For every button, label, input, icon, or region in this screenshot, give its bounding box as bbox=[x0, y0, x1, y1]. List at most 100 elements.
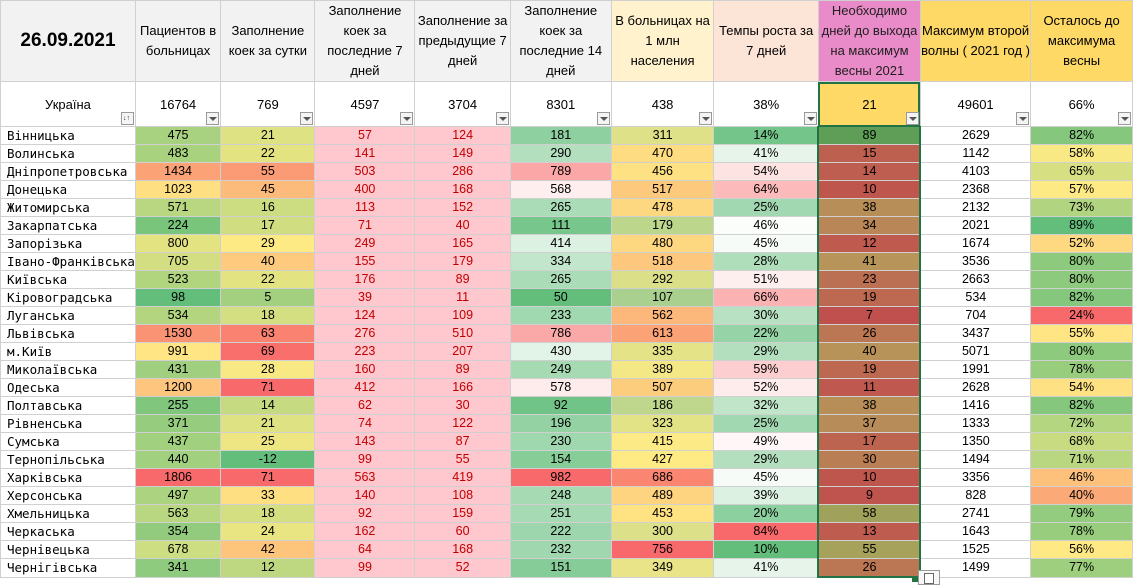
region-name-cell[interactable]: Хмельницька bbox=[0, 504, 136, 523]
data-cell-col8[interactable]: 26 bbox=[817, 558, 922, 578]
data-cell-col8[interactable]: 30 bbox=[817, 450, 922, 469]
data-cell-col5[interactable]: 50 bbox=[509, 288, 612, 307]
data-cell-col9[interactable]: 1416 bbox=[919, 396, 1032, 415]
data-cell-col8[interactable]: 41 bbox=[817, 252, 922, 271]
total-cell-10[interactable]: 66% bbox=[1030, 81, 1133, 127]
data-cell-col10[interactable]: 79% bbox=[1030, 504, 1133, 523]
region-name-cell[interactable]: Чернігівська bbox=[0, 558, 136, 578]
filter-dropdown-icon[interactable] bbox=[206, 112, 220, 125]
data-cell-col4[interactable]: 165 bbox=[414, 234, 511, 253]
data-cell-col7[interactable]: 39% bbox=[713, 486, 819, 505]
data-cell-col7[interactable]: 64% bbox=[713, 180, 819, 199]
data-cell-col6[interactable]: 489 bbox=[610, 486, 715, 505]
data-cell-col1[interactable]: 431 bbox=[134, 360, 222, 379]
region-name-cell[interactable]: Івано-Франківська bbox=[0, 252, 136, 271]
data-cell-col5[interactable]: 251 bbox=[509, 504, 612, 523]
data-cell-col2[interactable]: 14 bbox=[220, 396, 316, 415]
region-name-cell[interactable]: Рівненська bbox=[0, 414, 136, 433]
column-header-5[interactable]: Заполнение коек за последние 14 дней bbox=[509, 0, 612, 82]
data-cell-col10[interactable]: 80% bbox=[1030, 342, 1133, 361]
data-cell-col5[interactable]: 196 bbox=[509, 414, 612, 433]
data-cell-col8[interactable]: 40 bbox=[817, 342, 922, 361]
data-cell-col6[interactable]: 349 bbox=[610, 558, 715, 578]
data-cell-col10[interactable]: 56% bbox=[1030, 540, 1133, 559]
column-header-9[interactable]: Максимум второй волны ( 2021 год ) bbox=[919, 0, 1032, 82]
data-cell-col6[interactable]: 478 bbox=[610, 198, 715, 217]
data-cell-col6[interactable]: 179 bbox=[610, 216, 715, 235]
data-cell-col1[interactable]: 571 bbox=[134, 198, 222, 217]
column-header-7[interactable]: Темпы роста за 7 дней bbox=[713, 0, 819, 82]
data-cell-col1[interactable]: 483 bbox=[134, 144, 222, 163]
data-cell-col4[interactable]: 40 bbox=[414, 216, 511, 235]
data-cell-col7[interactable]: 41% bbox=[713, 144, 819, 163]
data-cell-col5[interactable]: 181 bbox=[509, 126, 612, 145]
data-cell-col8[interactable]: 37 bbox=[817, 414, 922, 433]
region-name-cell[interactable]: Житомирська bbox=[0, 198, 136, 217]
column-header-3[interactable]: Заполнение коек за последние 7 дней bbox=[314, 0, 416, 82]
data-cell-col7[interactable]: 59% bbox=[713, 360, 819, 379]
data-cell-col4[interactable]: 168 bbox=[414, 540, 511, 559]
date-cell[interactable]: 26.09.2021 bbox=[0, 0, 136, 82]
data-cell-col9[interactable]: 1525 bbox=[919, 540, 1032, 559]
data-cell-col4[interactable]: 89 bbox=[414, 360, 511, 379]
data-cell-col3[interactable]: 162 bbox=[314, 522, 416, 541]
data-cell-col4[interactable]: 152 bbox=[414, 198, 511, 217]
data-cell-col3[interactable]: 71 bbox=[314, 216, 416, 235]
data-cell-col4[interactable]: 60 bbox=[414, 522, 511, 541]
region-name-cell[interactable]: Закарпатська bbox=[0, 216, 136, 235]
data-cell-col2[interactable]: 18 bbox=[220, 504, 316, 523]
data-cell-col4[interactable]: 108 bbox=[414, 486, 511, 505]
data-cell-col9[interactable]: 1142 bbox=[919, 144, 1032, 163]
total-cell-2[interactable]: 769 bbox=[220, 81, 316, 127]
data-cell-col1[interactable]: 1530 bbox=[134, 324, 222, 343]
data-cell-col2[interactable]: 71 bbox=[220, 468, 316, 487]
data-cell-col8[interactable]: 14 bbox=[817, 162, 922, 181]
data-cell-col8[interactable]: 38 bbox=[817, 198, 922, 217]
data-cell-col7[interactable]: 30% bbox=[713, 306, 819, 325]
data-cell-col3[interactable]: 62 bbox=[314, 396, 416, 415]
data-cell-col10[interactable]: 65% bbox=[1030, 162, 1133, 181]
data-cell-col10[interactable]: 89% bbox=[1030, 216, 1133, 235]
data-cell-col6[interactable]: 186 bbox=[610, 396, 715, 415]
data-cell-col6[interactable]: 756 bbox=[610, 540, 715, 559]
data-cell-col3[interactable]: 400 bbox=[314, 180, 416, 199]
filter-dropdown-icon[interactable] bbox=[905, 112, 919, 125]
total-name-cell[interactable]: Україна bbox=[0, 81, 136, 127]
region-name-cell[interactable]: Київська bbox=[0, 270, 136, 289]
data-cell-col5[interactable]: 265 bbox=[509, 198, 612, 217]
data-cell-col2[interactable]: 5 bbox=[220, 288, 316, 307]
data-cell-col4[interactable]: 55 bbox=[414, 450, 511, 469]
data-cell-col4[interactable]: 30 bbox=[414, 396, 511, 415]
data-cell-col6[interactable]: 517 bbox=[610, 180, 715, 199]
data-cell-col3[interactable]: 74 bbox=[314, 414, 416, 433]
data-cell-col8[interactable]: 26 bbox=[817, 324, 922, 343]
data-cell-col7[interactable]: 54% bbox=[713, 162, 819, 181]
data-cell-col7[interactable]: 46% bbox=[713, 216, 819, 235]
region-name-cell[interactable]: Сумська bbox=[0, 432, 136, 451]
data-cell-col8[interactable]: 38 bbox=[817, 396, 922, 415]
filter-dropdown-icon[interactable] bbox=[1118, 112, 1131, 125]
data-cell-col4[interactable]: 510 bbox=[414, 324, 511, 343]
data-cell-col3[interactable]: 143 bbox=[314, 432, 416, 451]
data-cell-col4[interactable]: 122 bbox=[414, 414, 511, 433]
data-cell-col8[interactable]: 17 bbox=[817, 432, 922, 451]
data-cell-col7[interactable]: 45% bbox=[713, 234, 819, 253]
data-cell-col9[interactable]: 828 bbox=[919, 486, 1032, 505]
data-cell-col6[interactable]: 311 bbox=[610, 126, 715, 145]
data-cell-col10[interactable]: 82% bbox=[1030, 396, 1133, 415]
data-cell-col1[interactable]: 497 bbox=[134, 486, 222, 505]
region-name-cell[interactable]: Луганська bbox=[0, 306, 136, 325]
data-cell-col5[interactable]: 232 bbox=[509, 540, 612, 559]
data-cell-col2[interactable]: 55 bbox=[220, 162, 316, 181]
data-cell-col10[interactable]: 54% bbox=[1030, 378, 1133, 397]
data-cell-col1[interactable]: 705 bbox=[134, 252, 222, 271]
data-cell-col9[interactable]: 2021 bbox=[919, 216, 1032, 235]
total-cell-1[interactable]: 16764 bbox=[134, 81, 222, 127]
region-name-cell[interactable]: Миколаївська bbox=[0, 360, 136, 379]
filter-dropdown-icon[interactable] bbox=[1016, 112, 1030, 125]
data-cell-col6[interactable]: 415 bbox=[610, 432, 715, 451]
data-cell-col1[interactable]: 440 bbox=[134, 450, 222, 469]
data-cell-col5[interactable]: 248 bbox=[509, 486, 612, 505]
data-cell-col2[interactable]: 21 bbox=[220, 414, 316, 433]
data-cell-col9[interactable]: 704 bbox=[919, 306, 1032, 325]
